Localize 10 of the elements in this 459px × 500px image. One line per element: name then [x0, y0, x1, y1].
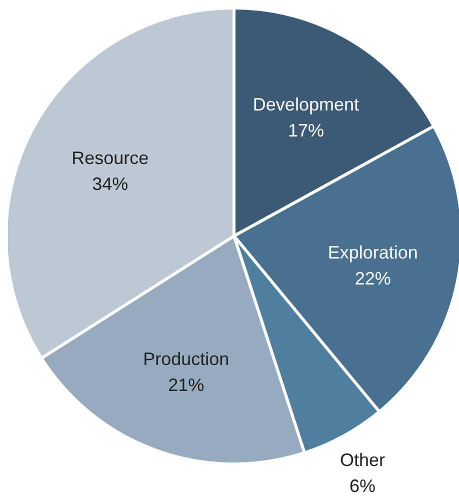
slice-label: Exploration	[328, 242, 418, 262]
slice-label: Resource	[72, 148, 149, 168]
data-label: 21%	[168, 375, 204, 396]
slice-label: Other	[340, 450, 386, 470]
data-label: 34%	[92, 174, 128, 194]
data-label: 17%	[288, 120, 324, 140]
data-label: 22%	[354, 268, 391, 288]
data-label: 6%	[350, 476, 376, 496]
slice-label: Development	[252, 94, 359, 114]
slice-label: Production	[143, 349, 230, 370]
